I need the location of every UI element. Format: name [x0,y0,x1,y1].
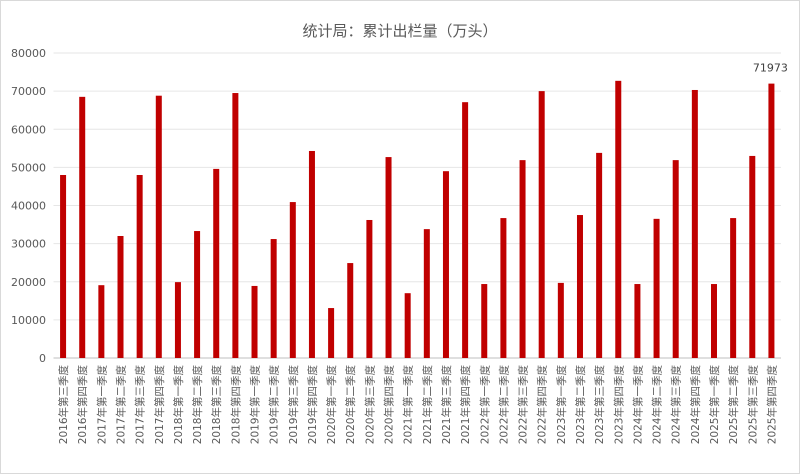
x-tick-label: 2020年第四季度 [383,365,396,445]
bar [366,219,373,358]
bar [289,202,296,358]
bar [60,175,67,358]
y-tick-label: 60000 [11,123,46,136]
x-tick-label: 2019年第二季度 [268,365,281,445]
x-tick-label: 2025年第一季度 [708,365,721,445]
bar [749,155,756,358]
x-tick-label: 2023年第二季度 [574,365,587,445]
bar [232,93,239,358]
x-tick-label: 2021年第二季度 [421,365,434,445]
y-tick-label: 10000 [11,314,46,327]
x-tick-label: 2021年第三季度 [440,365,453,445]
x-tick-label: 2024年第一季度 [631,365,644,445]
bar [155,95,162,358]
chart-title: 统计局：累计出栏量（万头） [302,22,498,40]
x-tick-label: 2018年第三季度 [210,365,223,445]
bar [710,284,717,358]
bar [576,215,583,358]
x-tick-label: 2017年第一季度 [95,365,108,445]
bar [538,91,545,358]
y-tick-label: 30000 [11,238,46,251]
bar [500,218,507,358]
bar [174,282,181,358]
x-tick-label: 2020年第二季度 [344,365,357,445]
y-tick-label: 50000 [11,161,46,174]
x-tick-label: 2025年第四季度 [765,365,778,445]
x-tick-label: 2025年第二季度 [727,365,740,445]
bar [730,218,737,358]
y-tick-label: 40000 [11,200,46,213]
bar [136,175,143,358]
x-tick-label: 2017年第四季度 [153,365,166,445]
bar [634,284,641,358]
bar [79,96,86,358]
x-tick-label: 2016年第三季度 [57,365,70,445]
x-tick-label: 2024年第二季度 [651,365,664,445]
bar [385,157,392,358]
bar [519,160,526,358]
bar [481,284,488,358]
x-tick-label: 2018年第一季度 [172,365,185,445]
bar [98,285,105,358]
bar [557,282,564,358]
x-tick-label: 2022年第一季度 [478,365,491,445]
x-tick-label: 2017年第三季度 [134,365,147,445]
x-tick-label: 2022年第四季度 [536,365,549,445]
x-tick-label: 2019年第一季度 [249,365,262,445]
bar [404,293,411,358]
x-tick-label: 2023年第一季度 [555,365,568,445]
x-tick-label: 2018年第二季度 [191,365,204,445]
x-tick-label: 2019年第四季度 [306,365,319,445]
x-tick-label: 2020年第三季度 [363,365,376,445]
bar [328,308,335,358]
bar [270,239,277,358]
y-tick-label: 80000 [11,47,46,60]
x-tick-label: 2020年第一季度 [325,365,338,445]
x-tick-label: 2016年第四季度 [76,365,89,445]
bar [347,263,354,358]
y-tick-label: 20000 [11,276,46,289]
x-tick-label: 2024年第四季度 [689,365,702,445]
x-tick-label: 2021年第一季度 [402,365,415,445]
x-tick-label: 2023年第三季度 [593,365,606,445]
bar [251,285,258,358]
bar [672,160,679,358]
bar [615,80,622,359]
x-tick-label: 2022年第三季度 [517,365,530,445]
bar [691,89,698,358]
x-tick-label: 2025年第三季度 [746,365,759,445]
x-tick-label: 2018年第四季度 [229,365,242,445]
bar [462,102,469,359]
bar [308,150,315,358]
bar [768,83,775,358]
bar [213,168,220,358]
x-tick-label: 2017年第二季度 [115,365,128,445]
data-label: 71973 [753,62,788,75]
x-tick-label: 2024年第三季度 [670,365,683,445]
bar [194,231,201,358]
y-tick-label: 70000 [11,85,46,98]
x-tick-label: 2023年第四季度 [612,365,625,445]
bar [442,171,449,358]
bar [653,218,660,358]
x-tick-label: 2019年第三季度 [287,365,300,445]
bar [596,152,603,358]
y-tick-label: 0 [39,352,46,365]
bar [117,236,124,358]
x-tick-label: 2021年第四季度 [459,365,472,445]
x-tick-label: 2022年第二季度 [497,365,510,445]
bar [423,229,430,358]
